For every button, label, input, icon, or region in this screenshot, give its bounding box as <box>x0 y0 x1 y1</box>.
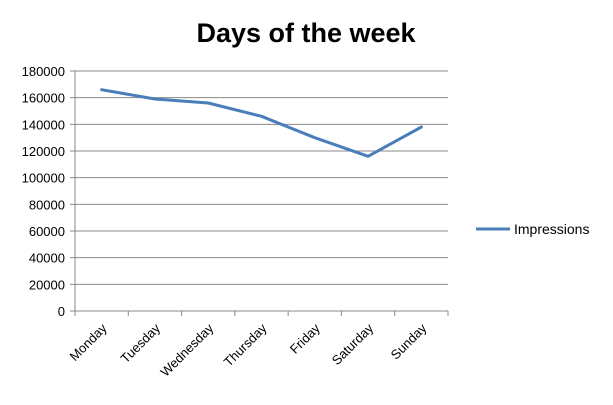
y-tick-label: 180000 <box>22 64 65 79</box>
y-tick-label: 100000 <box>22 171 65 186</box>
x-tick-label: Tuesday <box>118 320 164 366</box>
y-tick-label: 40000 <box>29 251 65 266</box>
series-group <box>100 88 423 158</box>
y-tick-label: 80000 <box>29 197 65 212</box>
chart-title: Days of the week <box>196 18 416 48</box>
x-tick-label: Wednesday <box>157 320 216 379</box>
y-tick-label: 140000 <box>22 117 65 132</box>
y-tick-label: 160000 <box>22 91 65 106</box>
series-line-impressions <box>100 88 423 158</box>
y-tick-label: 20000 <box>29 277 65 292</box>
y-tick-label: 60000 <box>29 224 65 239</box>
y-tick-label: 120000 <box>22 144 65 159</box>
gridlines <box>75 70 448 285</box>
y-axis-ticks: 0 20000 40000 60000 80000 100000 120000 140000 1… <box>22 64 75 319</box>
x-tick-label: Thursday <box>221 320 270 369</box>
x-tick-label: Monday <box>66 320 110 364</box>
y-tick-label: 0 <box>58 304 65 319</box>
legend: Impressions <box>476 221 589 237</box>
legend-label-impressions: Impressions <box>514 221 589 237</box>
x-tick-label: Friday <box>287 320 323 356</box>
x-tick-label: Saturday <box>329 320 377 368</box>
axes <box>74 71 448 312</box>
x-tick-label: Sunday <box>388 320 430 362</box>
